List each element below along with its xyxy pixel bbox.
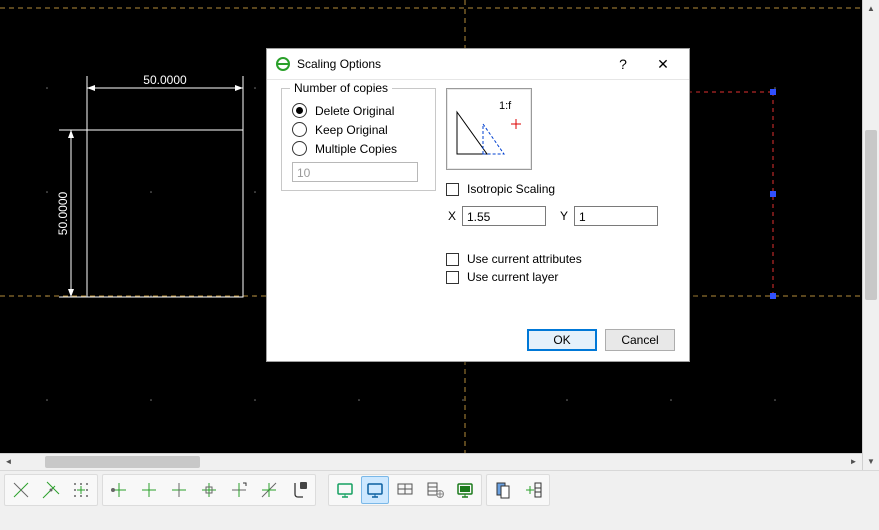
dialog-help-button[interactable]: ? — [603, 50, 643, 78]
use-layer-checkbox[interactable]: Use current layer — [446, 270, 666, 284]
bottom-toolbar-area — [0, 470, 879, 530]
help-icon: ? — [619, 56, 627, 72]
y-factor-input[interactable]: 1 — [574, 206, 658, 226]
svg-text:50.0000: 50.0000 — [143, 73, 187, 87]
scroll-down-arrow-icon[interactable]: ▼ — [863, 453, 879, 470]
restrict-nothing-icon[interactable] — [285, 476, 313, 504]
scaling-options-dialog: Scaling Options ? ✕ Number of copies Del… — [266, 48, 690, 362]
preview-toggle-icon[interactable] — [451, 476, 479, 504]
radio-keep-original[interactable]: Keep Original — [292, 122, 425, 137]
move-to-target-icon[interactable] — [519, 476, 547, 504]
use-layer-label: Use current layer — [467, 270, 558, 284]
y-label: Y — [558, 209, 568, 223]
use-attributes-checkbox[interactable]: Use current attributes — [446, 252, 666, 266]
snap-intersection-icon[interactable] — [255, 476, 283, 504]
snap-on-entity-icon[interactable] — [135, 476, 163, 504]
copies-count-input[interactable]: 10 — [292, 162, 418, 182]
endpoint-toolbar-group — [102, 474, 316, 506]
close-icon: ✕ — [657, 56, 669, 73]
isotropic-checkbox[interactable]: Isotropic Scaling — [446, 182, 666, 196]
grid-view-icon[interactable] — [391, 476, 419, 504]
scroll-left-arrow-icon[interactable]: ◄ — [0, 454, 17, 470]
use-attributes-label: Use current attributes — [467, 252, 582, 266]
cancel-button[interactable]: Cancel — [605, 329, 675, 351]
snap-free-icon[interactable] — [37, 476, 65, 504]
scroll-right-arrow-icon[interactable]: ► — [845, 454, 862, 470]
radio-icon — [292, 122, 307, 137]
x-label: X — [446, 209, 456, 223]
radio-icon — [292, 103, 307, 118]
copies-group-label: Number of copies — [290, 81, 392, 95]
snap-center-icon[interactable] — [165, 476, 193, 504]
isotropic-label: Isotropic Scaling — [467, 182, 555, 196]
radio-icon — [292, 141, 307, 156]
radio-label: Delete Original — [315, 104, 394, 118]
checkbox-icon — [446, 253, 459, 266]
draft-view-1-icon[interactable] — [331, 476, 359, 504]
snap-endpoint-icon[interactable] — [105, 476, 133, 504]
snap-grid-icon[interactable] — [67, 476, 95, 504]
snap-exclusive-icon[interactable] — [7, 476, 35, 504]
ok-button[interactable]: OK — [527, 329, 597, 351]
view-toolbar-group — [328, 474, 482, 506]
dialog-titlebar[interactable]: Scaling Options ? ✕ — [267, 49, 689, 80]
checkbox-icon — [446, 183, 459, 196]
radio-label: Keep Original — [315, 123, 388, 137]
snap-toolbar-group — [4, 474, 98, 506]
radio-delete-original[interactable]: Delete Original — [292, 103, 425, 118]
svg-text:50.0000: 50.0000 — [56, 191, 70, 235]
checkbox-icon — [446, 271, 459, 284]
hscroll-thumb[interactable] — [45, 456, 200, 468]
radio-multiple-copies[interactable]: Multiple Copies — [292, 141, 425, 156]
vscroll-thumb[interactable] — [865, 130, 877, 300]
scale-preview: 1:f — [446, 88, 532, 170]
grid-settings-icon[interactable] — [421, 476, 449, 504]
svg-text:1:f: 1:f — [499, 100, 512, 112]
snap-middle-icon[interactable] — [195, 476, 223, 504]
snap-distance-icon[interactable] — [225, 476, 253, 504]
x-factor-input[interactable]: 1.55 — [462, 206, 546, 226]
dialog-title: Scaling Options — [297, 57, 603, 71]
scroll-up-arrow-icon[interactable]: ▲ — [863, 0, 879, 17]
canvas-vscrollbar[interactable]: ▲ ▼ — [862, 0, 879, 470]
layers-icon[interactable] — [489, 476, 517, 504]
misc-toolbar-group — [486, 474, 550, 506]
app-icon — [275, 56, 291, 72]
canvas-hscrollbar[interactable]: ◄ ► — [0, 453, 862, 470]
draft-view-2-icon[interactable] — [361, 476, 389, 504]
dialog-close-button[interactable]: ✕ — [643, 50, 683, 78]
radio-label: Multiple Copies — [315, 142, 397, 156]
copies-groupbox: Number of copies Delete Original Keep Or… — [281, 88, 436, 191]
